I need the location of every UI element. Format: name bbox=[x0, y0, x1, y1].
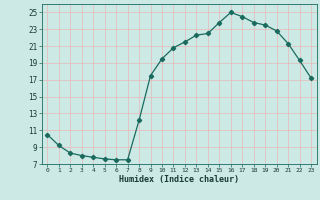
X-axis label: Humidex (Indice chaleur): Humidex (Indice chaleur) bbox=[119, 175, 239, 184]
